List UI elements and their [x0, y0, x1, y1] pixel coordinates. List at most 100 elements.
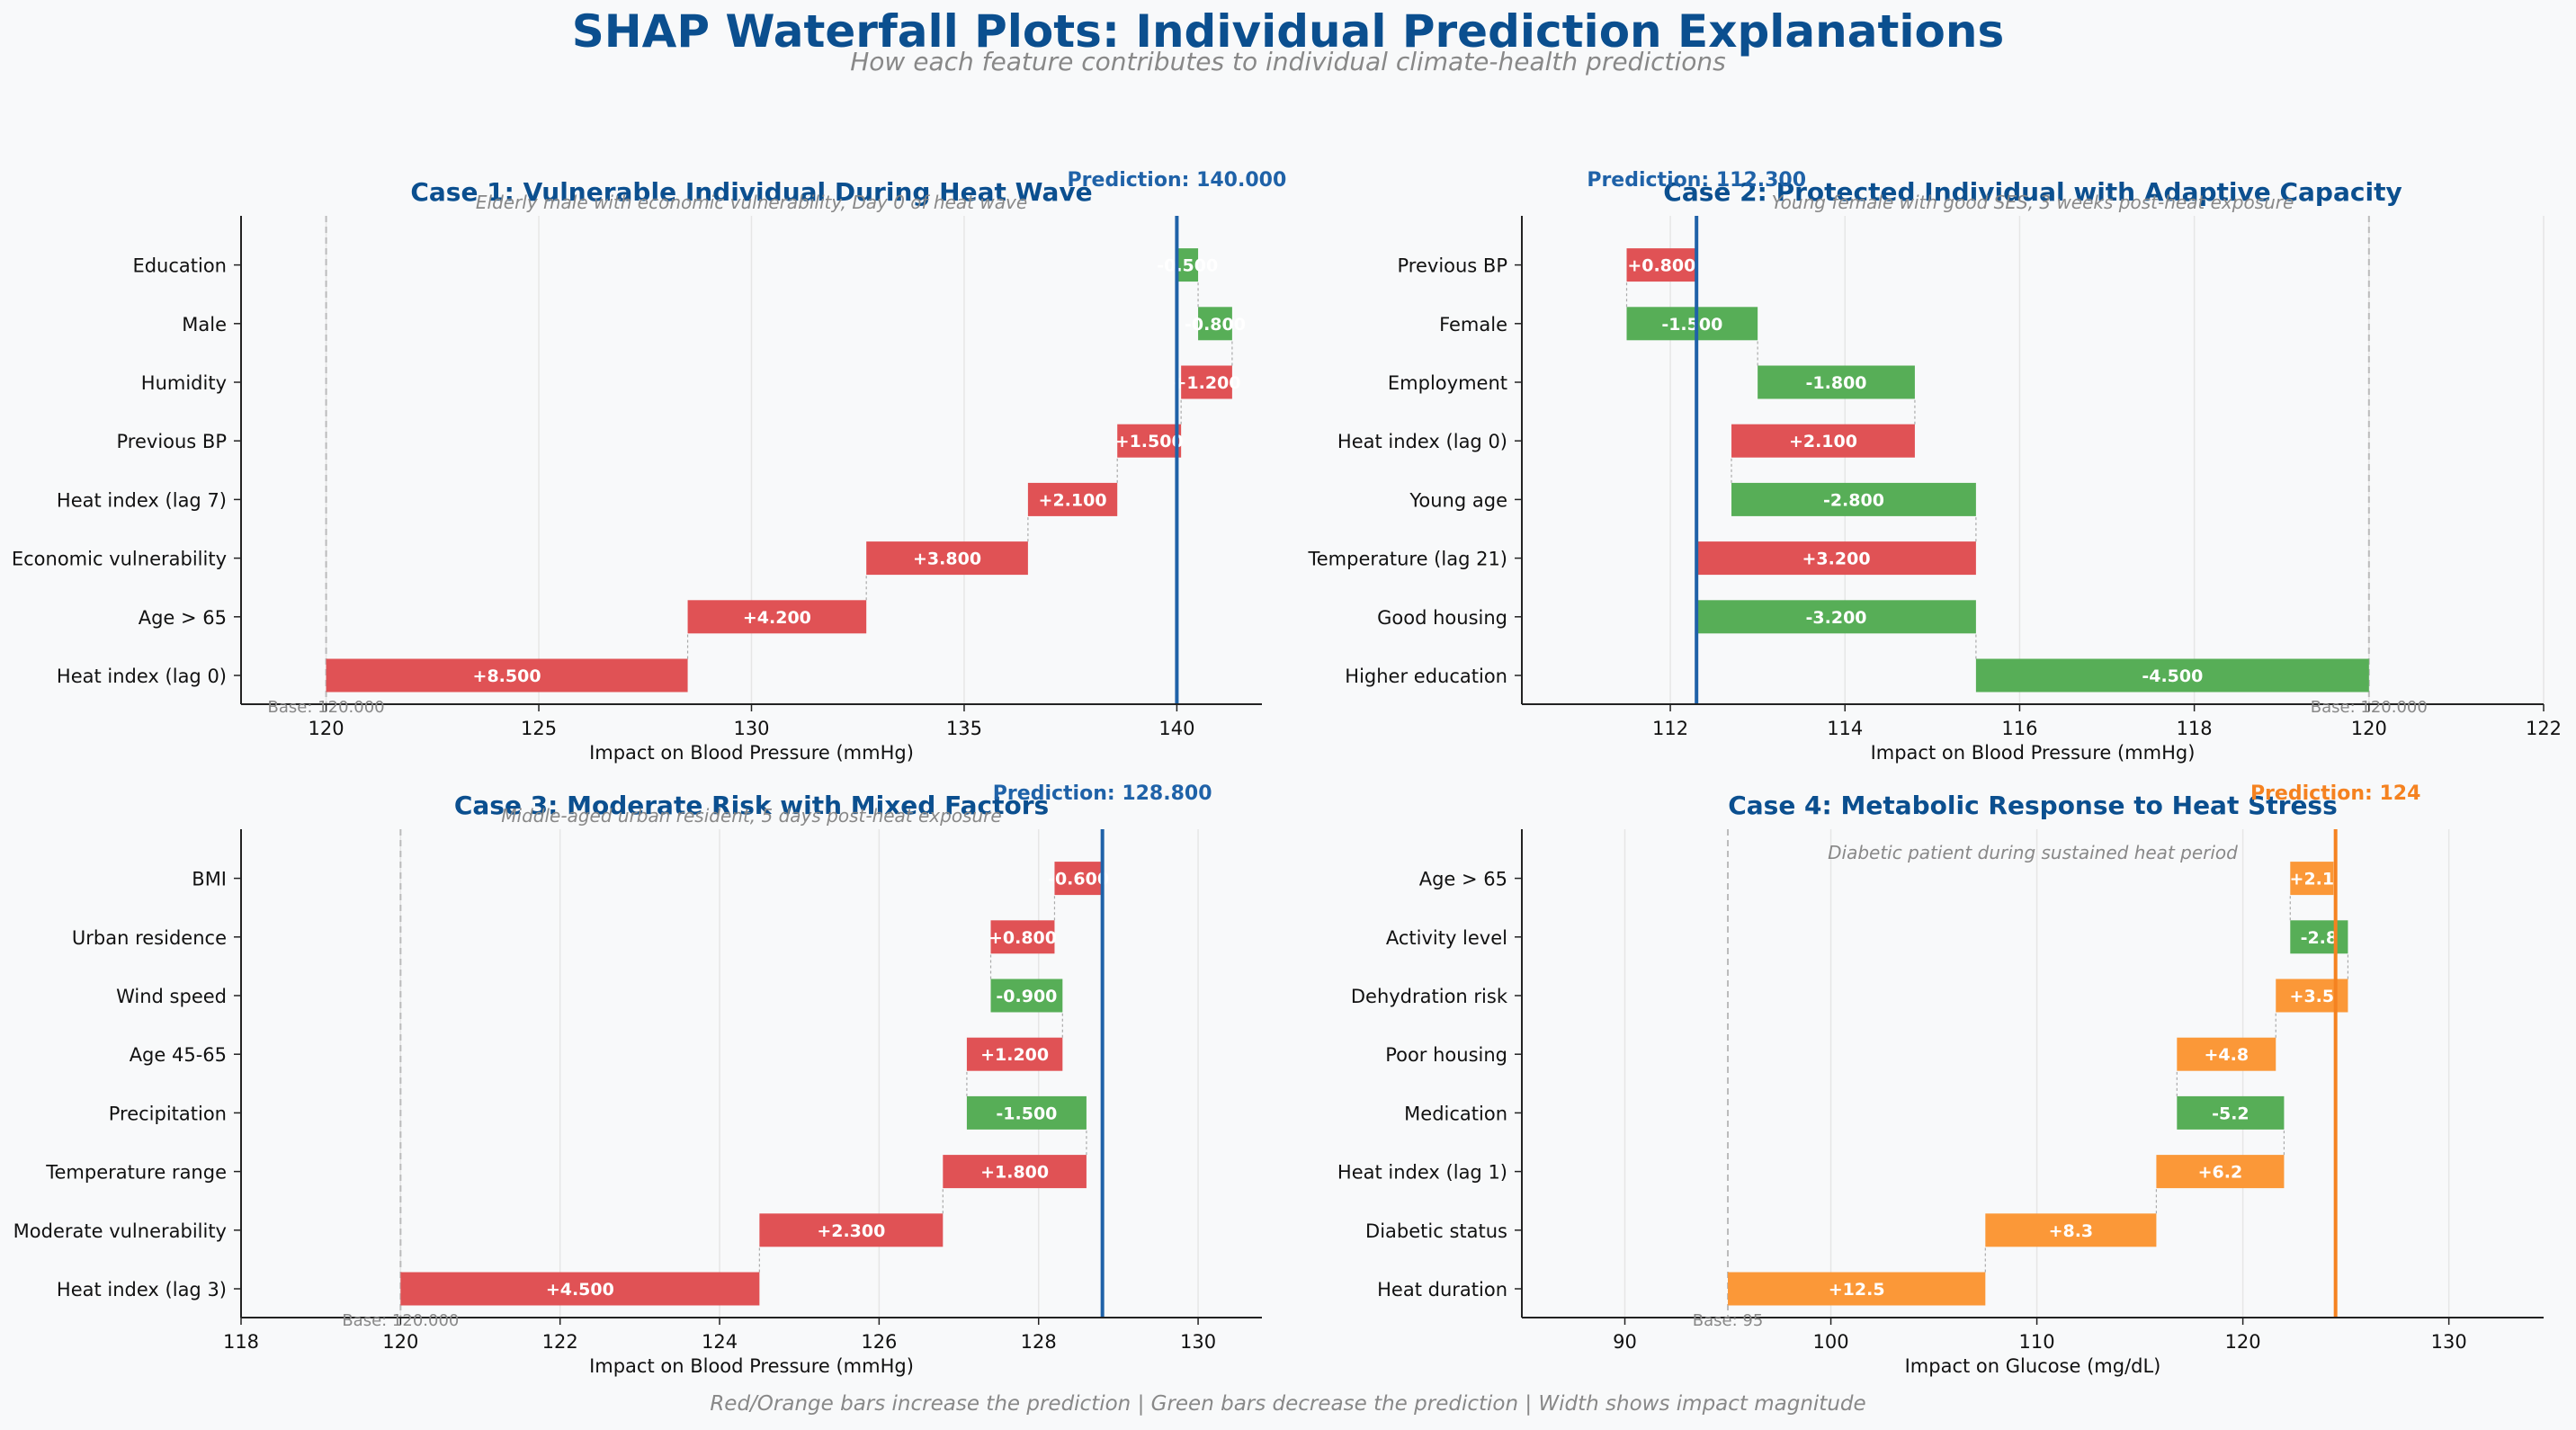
- waterfall-bar: [966, 1095, 1087, 1130]
- x-tick-label: 118: [2177, 718, 2213, 739]
- y-tick-label: Education: [132, 255, 227, 277]
- bar-value-label: +2.100: [1789, 432, 1857, 451]
- waterfall-bar: [1731, 482, 1976, 516]
- x-axis-label: Impact on Blood Pressure (mmHg): [1871, 742, 2196, 764]
- x-axis-label: Impact on Glucose (mg/dL): [1905, 1355, 2161, 1377]
- y-tick-label: Heat index (lag 1): [1337, 1162, 1507, 1184]
- chart-panel-2: -4.500 -3.200 +3.200 -2.800 +2.100 -1.800 -1.5…: [1307, 169, 2562, 764]
- y-tick-label: Dehydration risk: [1351, 986, 1508, 1007]
- x-tick-label: 140: [1158, 718, 1194, 739]
- bar-value-label: +6.2: [2198, 1163, 2243, 1183]
- x-tick-label: 110: [2019, 1331, 2055, 1353]
- y-tick-label: BMI: [192, 869, 227, 890]
- y-tick-label: Temperature (lag 21): [1307, 549, 1507, 570]
- prediction-label: Prediction: 128.800: [993, 782, 1212, 805]
- bar-value-label: +8.3: [2049, 1221, 2094, 1241]
- waterfall-bar: [1758, 365, 1915, 399]
- panel-title: Case 3: Moderate Risk with Mixed Factors: [454, 791, 1049, 820]
- y-tick-label: Age > 65: [1419, 869, 1507, 890]
- bars-group: +8.500 +4.200 +3.800 +2.100 +1.500 +1.200 -0.8…: [326, 248, 1246, 693]
- y-tick-label: Female: [1439, 314, 1507, 335]
- waterfall-bar: [1027, 482, 1118, 516]
- y-tick-label: Heat index (lag 3): [57, 1279, 227, 1300]
- waterfall-bar: [1626, 307, 1758, 341]
- x-tick-label: 126: [861, 1331, 897, 1353]
- y-tick-label: Temperature range: [45, 1162, 227, 1184]
- x-tick-label: 124: [702, 1331, 738, 1353]
- y-tick-label: Age 45-65: [130, 1044, 227, 1066]
- x-tick-label: 118: [223, 1331, 259, 1353]
- x-tick-label: 112: [1652, 718, 1688, 739]
- bar-value-label: +1.500: [1115, 432, 1184, 451]
- waterfall-bar: [2156, 1155, 2285, 1189]
- x-tick-label: 130: [733, 718, 769, 739]
- bar-value-label: +0.800: [1627, 256, 1695, 276]
- waterfall-bar: [1176, 248, 1199, 282]
- waterfall-bar: [1728, 1272, 1986, 1306]
- bar-value-label: -1.500: [1661, 315, 1722, 335]
- bar-value-label: +1.200: [980, 1045, 1049, 1065]
- y-tick-label: Humidity: [141, 372, 227, 394]
- x-axis-label: Impact on Blood Pressure (mmHg): [589, 1355, 914, 1377]
- base-value-label: Base: 120.000: [2311, 698, 2428, 717]
- bar-value-label: -0.600: [1048, 870, 1109, 889]
- bar-value-label: +3.800: [913, 550, 981, 569]
- x-tick-label: 120: [309, 718, 344, 739]
- x-tick-label: 135: [946, 718, 982, 739]
- bar-value-label: +1.200: [1173, 373, 1241, 393]
- panel-subtitle: Diabetic patient during sustained heat p…: [1828, 842, 2238, 863]
- waterfall-bar: [1731, 424, 1915, 458]
- panel-title: Case 1: Vulnerable Individual During Hea…: [410, 177, 1092, 207]
- bar-value-label: -0.900: [996, 987, 1057, 1006]
- bar-value-label: -0.500: [1157, 256, 1218, 276]
- base-value-label: Base: 120.000: [268, 698, 385, 717]
- y-tick-label: Economic vulnerability: [12, 549, 227, 570]
- bar-value-label: +3.5: [2290, 987, 2335, 1006]
- bar-value-label: -0.800: [1185, 315, 1246, 335]
- y-tick-label: Heat index (lag 0): [1337, 431, 1507, 452]
- panel-subtitle: Young female with good SES, 3 weeks post…: [1772, 192, 2294, 213]
- x-tick-label: 114: [1827, 718, 1863, 739]
- x-tick-label: 120: [382, 1331, 418, 1353]
- y-tick-label: Urban residence: [72, 927, 227, 949]
- figure-footer-note: Red/Orange bars increase the prediction …: [710, 1392, 1866, 1416]
- waterfall-bar: [1985, 1213, 2157, 1247]
- base-value-label: Base: 120.000: [342, 1311, 459, 1330]
- bars-group: +12.5 +8.3 +6.2 -5.2 +4.8 +3.5 -2.8 +2.1: [1728, 862, 2349, 1306]
- base-value-label: Base: 95: [1693, 1311, 1764, 1330]
- y-tick-label: Poor housing: [1385, 1044, 1507, 1066]
- chart-panel-4: +12.5 +8.3 +6.2 -5.2 +4.8 +3.5 -2.8 +2.1 Heat du…: [1337, 782, 2544, 1377]
- y-tick-label: Higher education: [1345, 666, 1507, 687]
- bar-value-label: +2.1: [2290, 870, 2335, 889]
- waterfall-bar: [2290, 862, 2334, 896]
- x-axis-label: Impact on Blood Pressure (mmHg): [589, 742, 914, 764]
- prediction-label: Prediction: 140.000: [1068, 169, 1287, 192]
- y-tick-label: Diabetic status: [1365, 1220, 1507, 1242]
- waterfall-bar: [326, 658, 688, 693]
- y-tick-label: Young age: [1409, 489, 1507, 511]
- chart-panel-1: +8.500 +4.200 +3.800 +2.100 +1.500 +1.200 -0.8…: [12, 169, 1286, 764]
- waterfall-bar: [943, 1155, 1087, 1189]
- waterfall-bar: [2177, 1095, 2285, 1130]
- bars-group: +4.500 +2.300 +1.800 -1.500 +1.200 -0.900 +0.8…: [400, 862, 1109, 1306]
- y-tick-label: Heat index (lag 0): [57, 666, 227, 687]
- waterfall-bar: [1626, 248, 1697, 282]
- waterfall-bar: [866, 541, 1028, 576]
- waterfall-bar: [966, 1037, 1063, 1071]
- bar-value-label: -1.500: [996, 1104, 1057, 1123]
- bar-value-label: +8.500: [473, 666, 541, 686]
- bar-value-label: -2.8: [2301, 928, 2339, 948]
- y-tick-label: Employment: [1388, 372, 1507, 394]
- y-tick-label: Heat duration: [1377, 1279, 1507, 1300]
- waterfall-bar: [990, 920, 1055, 954]
- waterfall-bar: [2177, 1037, 2276, 1071]
- y-tick-label: Heat index (lag 7): [57, 489, 227, 511]
- bar-value-label: +2.300: [817, 1221, 885, 1241]
- waterfall-bar: [990, 979, 1063, 1013]
- waterfall-bar: [759, 1213, 944, 1247]
- waterfall-bar: [1181, 365, 1232, 399]
- y-tick-label: Activity level: [1386, 927, 1507, 949]
- y-tick-label: Precipitation: [109, 1103, 227, 1124]
- y-tick-label: Wind speed: [116, 986, 227, 1007]
- bar-value-label: -2.800: [1823, 490, 1884, 510]
